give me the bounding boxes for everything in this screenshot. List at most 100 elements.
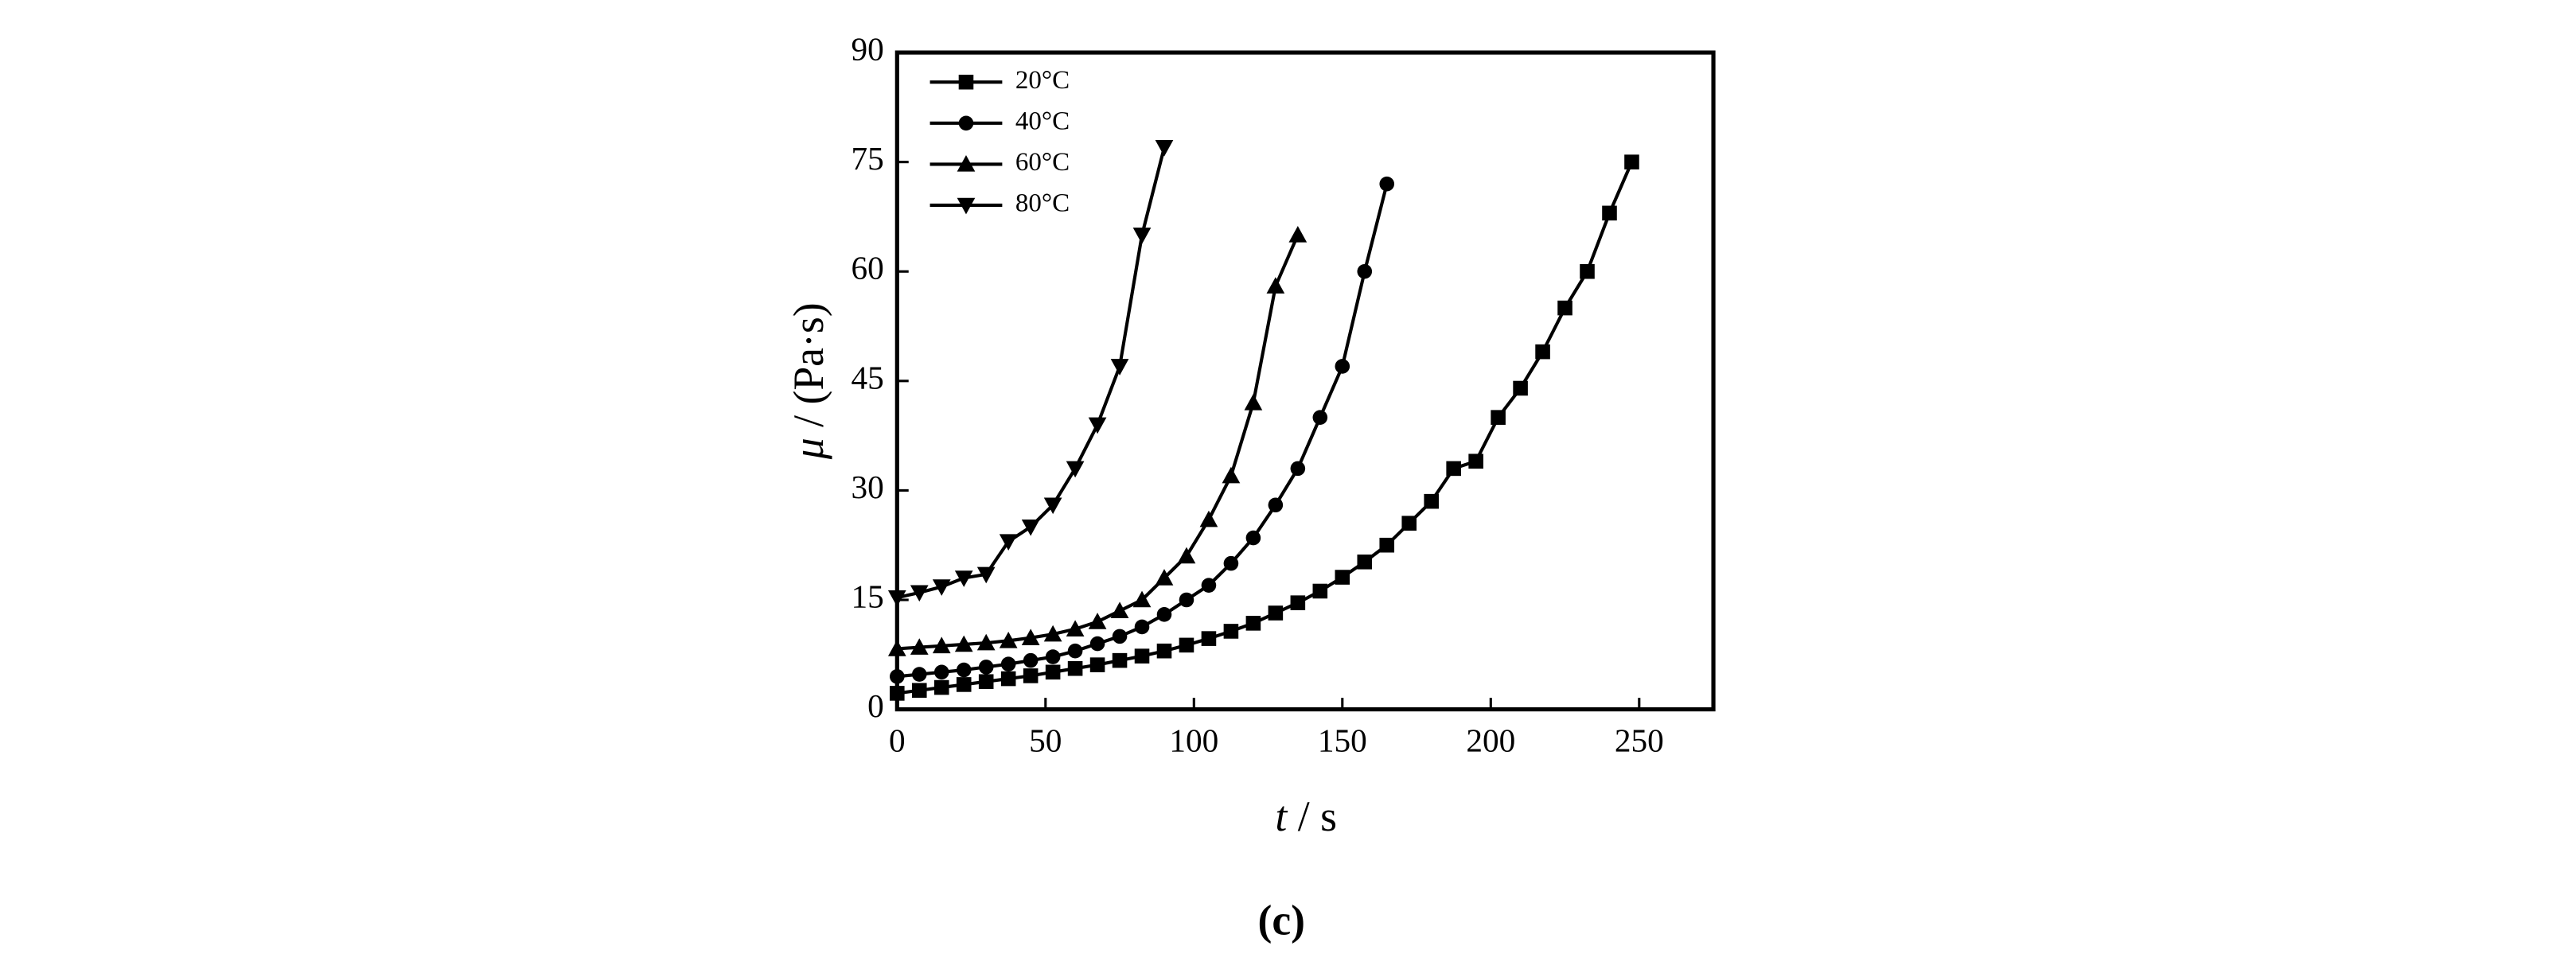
data-point [1066, 620, 1085, 636]
data-point [1110, 359, 1129, 376]
data-point [1290, 461, 1306, 477]
data-point [1245, 530, 1261, 546]
data-point [1335, 570, 1350, 585]
data-point [1290, 595, 1306, 610]
data-point [999, 534, 1018, 551]
series-line [897, 234, 1300, 651]
legend-label: 20°C [1015, 66, 1070, 95]
data-point [1067, 660, 1083, 676]
y-tick-label: 30 [852, 469, 884, 505]
data-point [1557, 300, 1572, 316]
data-point [1043, 625, 1062, 642]
data-point [1155, 140, 1174, 157]
data-point [1110, 601, 1129, 619]
legend-marker [957, 155, 976, 172]
data-point [1000, 656, 1016, 672]
data-point [1043, 497, 1062, 515]
y-label-symbol: μ [785, 438, 832, 460]
data-point [1156, 643, 1172, 659]
data-point [1602, 205, 1617, 221]
data-point [1357, 555, 1373, 570]
data-point [1067, 643, 1083, 659]
data-point [1021, 629, 1040, 645]
legend-marker [957, 197, 976, 215]
data-point [1468, 453, 1483, 469]
data-point [1089, 657, 1105, 672]
legend-label: 40°C [1015, 107, 1070, 135]
data-point [1379, 537, 1395, 553]
data-point [1199, 510, 1218, 527]
data-point [1066, 461, 1085, 478]
data-point [1424, 493, 1439, 509]
data-point [1223, 555, 1239, 571]
data-point [978, 674, 994, 690]
data-point [1000, 671, 1016, 687]
y-tick-label: 45 [852, 359, 884, 395]
data-point [1513, 380, 1528, 396]
caption: (c) [1257, 896, 1305, 944]
data-point [910, 638, 929, 655]
legend-marker [958, 74, 974, 90]
data-point [1023, 652, 1039, 668]
data-point [1288, 226, 1307, 243]
data-point [954, 570, 973, 587]
data-point [1021, 519, 1040, 536]
data-point [1132, 590, 1152, 608]
data-point [954, 635, 973, 652]
data-point [1088, 417, 1107, 434]
data-point [1268, 605, 1284, 621]
data-point [1179, 637, 1194, 653]
data-point [1132, 228, 1152, 244]
data-point [1312, 583, 1328, 599]
data-point [1045, 664, 1061, 680]
data-point [976, 633, 996, 651]
legend-label: 80°C [1015, 189, 1070, 218]
data-point [976, 566, 996, 584]
data-point [910, 585, 929, 602]
y-tick-label: 75 [852, 140, 884, 177]
data-point [1156, 607, 1172, 622]
y-tick-label: 90 [852, 31, 884, 68]
x-tick-label: 100 [1169, 722, 1218, 758]
data-point [1446, 461, 1461, 477]
data-point [999, 632, 1018, 648]
x-axis-label: t / s [1275, 792, 1337, 840]
data-point [933, 664, 949, 680]
y-tick-label: 15 [852, 578, 884, 614]
data-point [956, 662, 972, 678]
data-point [1223, 624, 1239, 639]
data-point [933, 679, 949, 695]
data-point [1401, 516, 1417, 531]
data-point [1088, 613, 1107, 629]
data-point [1357, 263, 1373, 279]
data-point [1535, 344, 1550, 360]
data-point [1266, 277, 1285, 294]
legend-marker [958, 115, 974, 131]
data-point [978, 660, 994, 675]
data-point [1624, 154, 1639, 169]
plot-frame [894, 50, 1716, 712]
data-point [1268, 497, 1284, 513]
data-point [1335, 359, 1350, 374]
series-line [897, 161, 1634, 695]
x-tick-label: 150 [1318, 722, 1367, 758]
data-point [1201, 631, 1217, 646]
data-point [1201, 578, 1217, 593]
data-point [1379, 176, 1395, 192]
data-point [1089, 636, 1105, 652]
x-tick-label: 250 [1615, 722, 1664, 758]
data-point [1112, 652, 1128, 668]
data-point [1023, 668, 1039, 683]
data-point [911, 683, 927, 699]
data-point [1134, 619, 1150, 635]
data-point [911, 667, 927, 682]
data-point [1177, 547, 1196, 564]
data-point [1491, 410, 1506, 425]
y-axis-label: μ / (Pa·s) [785, 302, 832, 460]
data-point [1312, 410, 1328, 425]
x-label-symbol: t [1275, 792, 1288, 840]
data-point [1045, 649, 1061, 664]
data-point [1245, 616, 1261, 631]
data-point [1134, 648, 1150, 664]
